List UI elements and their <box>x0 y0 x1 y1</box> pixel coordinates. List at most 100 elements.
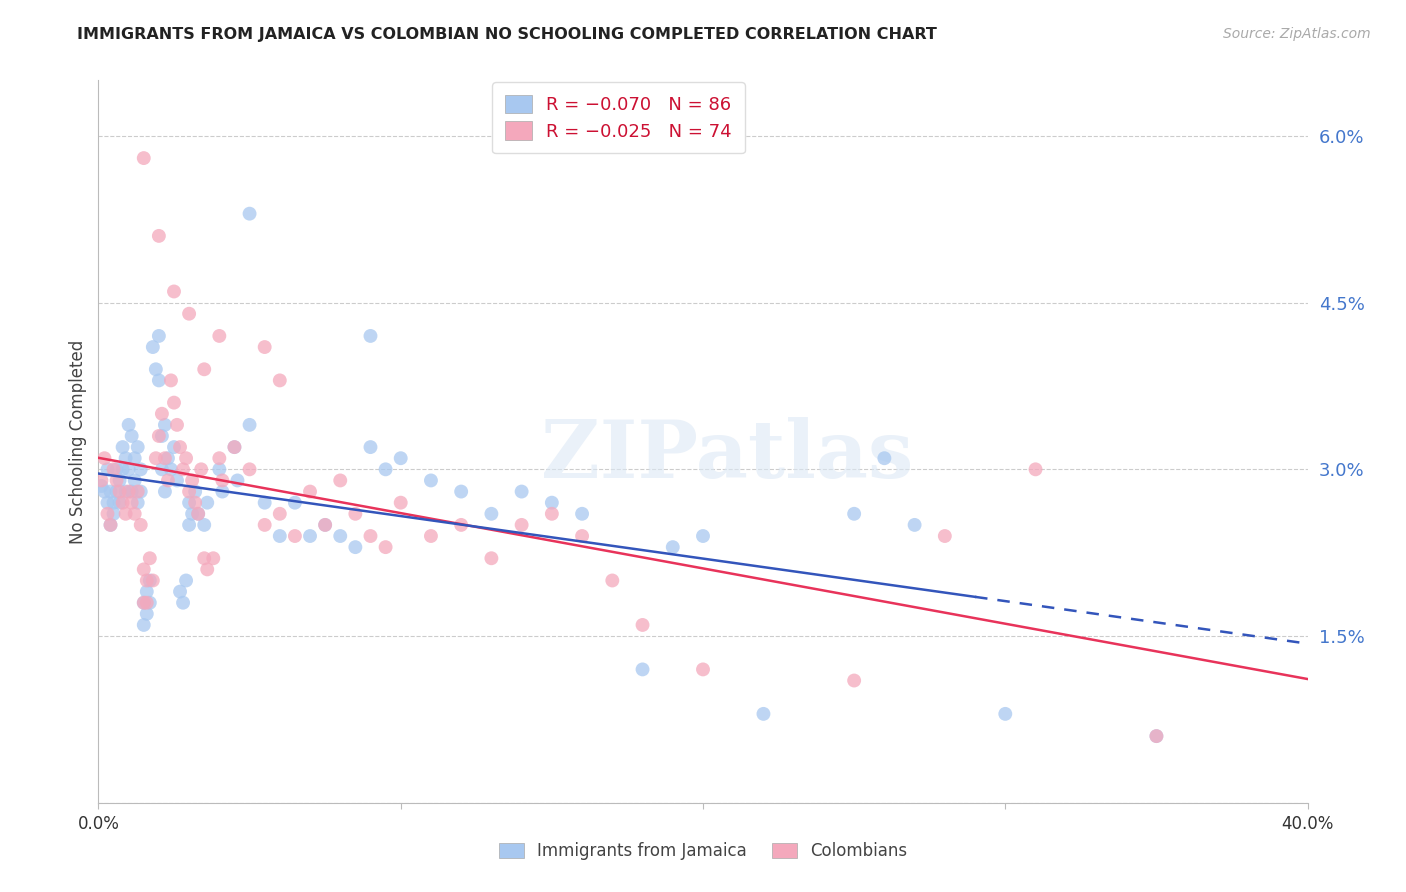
Point <box>169 584 191 599</box>
Point <box>314 517 336 532</box>
Point <box>450 517 472 532</box>
Point <box>481 551 503 566</box>
Point <box>96 507 118 521</box>
Point <box>602 574 624 588</box>
Point <box>121 429 143 443</box>
Point <box>96 462 118 476</box>
Point <box>193 517 215 532</box>
Point <box>132 151 155 165</box>
Point <box>211 474 233 488</box>
Point <box>389 451 412 466</box>
Point <box>195 496 218 510</box>
Point <box>93 451 115 466</box>
Y-axis label: No Schooling Completed: No Schooling Completed <box>69 340 87 543</box>
Point <box>540 496 562 510</box>
Point <box>129 462 152 476</box>
Point <box>142 340 165 354</box>
Point <box>135 596 157 610</box>
Point <box>360 440 382 454</box>
Point <box>166 474 188 488</box>
Point <box>145 362 167 376</box>
Point <box>172 596 194 610</box>
Point <box>148 373 170 387</box>
Point <box>124 507 146 521</box>
Point <box>202 551 225 566</box>
Point <box>631 662 654 676</box>
Point <box>844 507 866 521</box>
Point <box>184 484 207 499</box>
Point <box>510 517 533 532</box>
Point <box>239 462 262 476</box>
Point <box>661 540 683 554</box>
Point <box>389 496 412 510</box>
Point <box>103 496 125 510</box>
Point <box>145 451 167 466</box>
Point <box>934 529 956 543</box>
Point <box>299 529 322 543</box>
Point <box>181 474 204 488</box>
Point <box>156 474 179 488</box>
Point <box>284 529 307 543</box>
Text: IMMIGRANTS FROM JAMAICA VS COLOMBIAN NO SCHOOLING COMPLETED CORRELATION CHART: IMMIGRANTS FROM JAMAICA VS COLOMBIAN NO … <box>77 27 938 42</box>
Point <box>360 529 382 543</box>
Point <box>360 329 382 343</box>
Point <box>184 496 207 510</box>
Point <box>374 462 396 476</box>
Point <box>420 474 443 488</box>
Point <box>121 496 143 510</box>
Point <box>103 462 125 476</box>
Point <box>239 207 262 221</box>
Point <box>187 507 209 521</box>
Point <box>114 451 136 466</box>
Point <box>450 484 472 499</box>
Point <box>150 462 173 476</box>
Point <box>100 484 122 499</box>
Point <box>344 507 367 521</box>
Point <box>692 529 714 543</box>
Point <box>844 673 866 688</box>
Point <box>329 474 352 488</box>
Point <box>1024 462 1046 476</box>
Point <box>208 451 231 466</box>
Point <box>105 474 128 488</box>
Point <box>108 496 131 510</box>
Point <box>208 329 231 343</box>
Point <box>166 417 188 432</box>
Point <box>142 574 165 588</box>
Point <box>174 451 197 466</box>
Point <box>93 484 115 499</box>
Point <box>118 417 141 432</box>
Point <box>481 507 503 521</box>
Point <box>195 562 218 576</box>
Point <box>105 484 128 499</box>
Point <box>994 706 1017 721</box>
Point <box>135 607 157 621</box>
Point <box>127 496 149 510</box>
Point <box>190 462 212 476</box>
Text: ZIPatlas: ZIPatlas <box>541 417 914 495</box>
Point <box>193 551 215 566</box>
Point <box>96 496 118 510</box>
Point <box>163 285 186 299</box>
Point <box>269 507 291 521</box>
Point <box>226 474 249 488</box>
Point <box>132 596 155 610</box>
Point <box>129 484 152 499</box>
Point <box>90 474 112 488</box>
Point <box>1144 729 1167 743</box>
Point <box>100 517 122 532</box>
Point <box>150 429 173 443</box>
Point <box>873 451 896 466</box>
Point <box>114 507 136 521</box>
Point <box>160 462 183 476</box>
Point <box>153 484 176 499</box>
Point <box>179 496 201 510</box>
Point <box>108 484 131 499</box>
Point <box>148 429 170 443</box>
Point <box>127 440 149 454</box>
Point <box>510 484 533 499</box>
Point <box>153 417 176 432</box>
Point <box>148 228 170 243</box>
Point <box>163 440 186 454</box>
Point <box>111 440 134 454</box>
